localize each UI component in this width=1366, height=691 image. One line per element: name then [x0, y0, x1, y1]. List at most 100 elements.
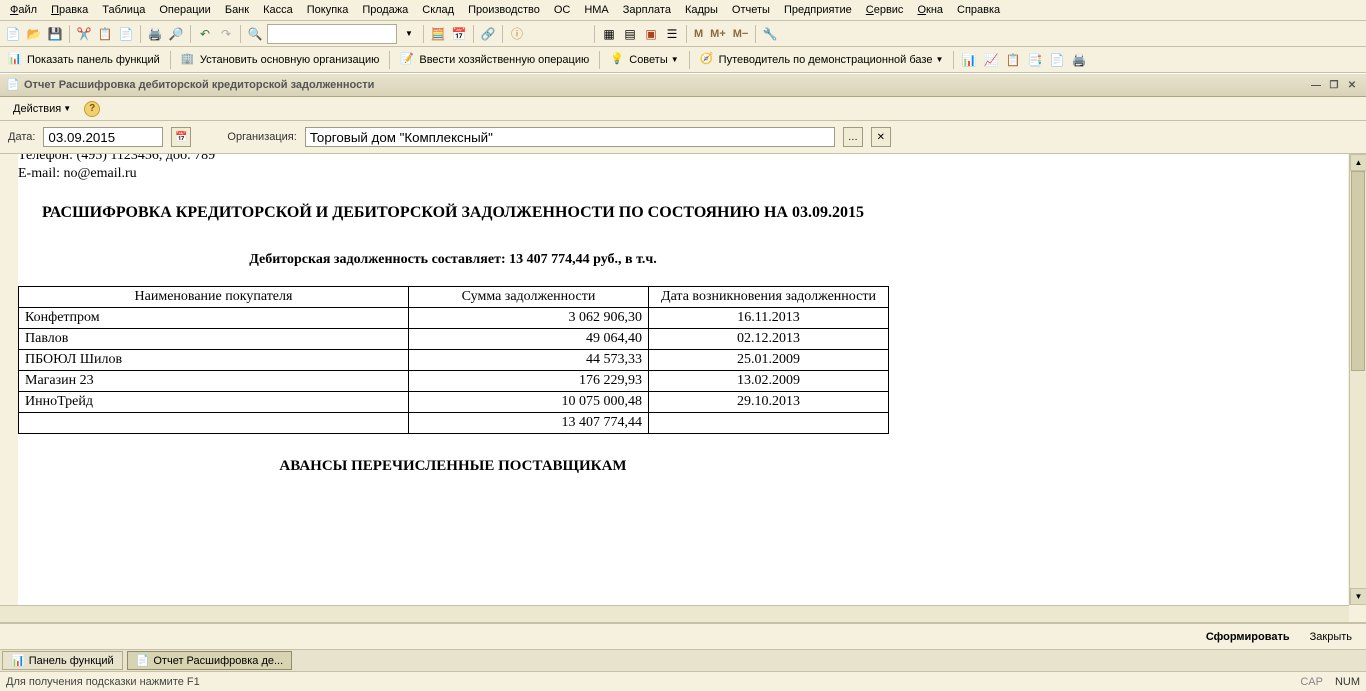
- cut-icon[interactable]: ✂️: [75, 25, 93, 43]
- total-label: [19, 413, 409, 434]
- cell-name: ИнноТрейд: [19, 392, 409, 413]
- link-icon[interactable]: 🔗: [479, 25, 497, 43]
- menu-salary[interactable]: Зарплата: [617, 2, 677, 18]
- help-icon[interactable]: ?: [84, 101, 100, 117]
- preview-icon[interactable]: 🔎: [167, 25, 185, 43]
- cell-date: 02.12.2013: [649, 329, 889, 350]
- m-minus-btn[interactable]: M−: [731, 28, 751, 40]
- menu-help[interactable]: Справка: [951, 2, 1006, 18]
- menu-purchase[interactable]: Покупка: [301, 2, 355, 18]
- menu-reports[interactable]: Отчеты: [726, 2, 776, 18]
- print-icon[interactable]: 🖨️: [146, 25, 164, 43]
- menu-enterprise[interactable]: Предприятие: [778, 2, 858, 18]
- status-num: NUM: [1335, 676, 1360, 688]
- table-row: Конфетпром3 062 906,3016.11.2013: [19, 308, 889, 329]
- cell-sum: 44 573,33: [409, 350, 649, 371]
- menu-edit[interactable]: Правка: [45, 2, 94, 18]
- m-plus-btn[interactable]: M+: [708, 28, 728, 40]
- cell-name: Павлов: [19, 329, 409, 350]
- tips-button[interactable]: 💡 Советы ▼: [606, 50, 682, 70]
- guide-button[interactable]: 🧭 Путеводитель по демонстрационной базе …: [696, 50, 948, 70]
- horizontal-scrollbar[interactable]: [0, 605, 1349, 622]
- total-sum: 13 407 774,44: [409, 413, 649, 434]
- new-doc-icon[interactable]: 📄: [4, 25, 22, 43]
- menu-file[interactable]: Файл: [4, 2, 43, 18]
- grid-icon[interactable]: ▦: [600, 25, 618, 43]
- set-org-button[interactable]: 🏢 Установить основную организацию: [177, 50, 384, 70]
- undo-icon[interactable]: ↶: [196, 25, 214, 43]
- scroll-down-icon[interactable]: ▼: [1350, 588, 1366, 605]
- close-button[interactable]: Закрыть: [1304, 629, 1358, 645]
- cells-icon[interactable]: ▤: [621, 25, 639, 43]
- task-report[interactable]: 📄 Отчет Расшифровка де...: [127, 651, 293, 670]
- menu-production[interactable]: Производство: [462, 2, 546, 18]
- scroll-up-icon[interactable]: ▲: [1350, 154, 1366, 171]
- menu-service[interactable]: Сервис: [860, 2, 910, 18]
- search-icon[interactable]: 🔍: [246, 25, 264, 43]
- menu-bank[interactable]: Банк: [219, 2, 255, 18]
- scroll-thumb[interactable]: [1351, 171, 1365, 371]
- copy-icon[interactable]: 📋: [96, 25, 114, 43]
- ext1-icon[interactable]: 📊: [960, 51, 978, 69]
- col-header-name: Наименование покупателя: [19, 287, 409, 308]
- paste-icon[interactable]: 📄: [117, 25, 135, 43]
- ext4-icon[interactable]: 📑: [1026, 51, 1044, 69]
- tips-icon: 💡: [610, 52, 626, 68]
- report-icon: 📄: [6, 78, 20, 92]
- org-picker-button[interactable]: …: [843, 127, 863, 147]
- op-icon: 📝: [400, 52, 416, 68]
- ext3-icon[interactable]: 📋: [1004, 51, 1022, 69]
- org-input[interactable]: [305, 127, 835, 147]
- calendar-icon[interactable]: 📅: [450, 25, 468, 43]
- toolbar-secondary: 📊 Показать панель функций 🏢 Установить о…: [0, 47, 1366, 73]
- close-window-button[interactable]: ✕: [1344, 77, 1360, 93]
- search-dropdown-icon[interactable]: ▼: [400, 25, 418, 43]
- search-input[interactable]: [267, 24, 397, 44]
- menu-nma[interactable]: НМА: [578, 2, 614, 18]
- menu-os[interactable]: ОС: [548, 2, 577, 18]
- minimize-button[interactable]: —: [1308, 77, 1324, 93]
- menu-table[interactable]: Таблица: [96, 2, 151, 18]
- params-bar: Дата: 📅 Организация: … ✕: [0, 121, 1366, 154]
- menu-operations[interactable]: Операции: [153, 2, 216, 18]
- org-clear-button[interactable]: ✕: [871, 127, 891, 147]
- cell-sum: 10 075 000,48: [409, 392, 649, 413]
- filter-icon[interactable]: ☰: [663, 25, 681, 43]
- menu-sale[interactable]: Продажа: [356, 2, 414, 18]
- ext5-icon[interactable]: 📄: [1048, 51, 1066, 69]
- menu-cash[interactable]: Касса: [257, 2, 299, 18]
- date-input[interactable]: [43, 127, 163, 147]
- m-btn[interactable]: M: [692, 28, 705, 40]
- ext6-icon[interactable]: 🖨️: [1070, 51, 1088, 69]
- show-panel-button[interactable]: 📊 Показать панель функций: [4, 50, 164, 70]
- enter-op-button[interactable]: 📝 Ввести хозяйственную операцию: [396, 50, 593, 70]
- actions-dropdown[interactable]: Действия▼: [6, 101, 78, 117]
- ext2-icon[interactable]: 📈: [982, 51, 1000, 69]
- statusbar: Для получения подсказки нажмите F1 CAP N…: [0, 671, 1366, 691]
- doc-section2: АВАНСЫ ПЕРЕЧИСЛЕННЫЕ ПОСТАВЩИКАМ: [18, 458, 888, 475]
- col-header-date: Дата возникновения задолженности: [649, 287, 889, 308]
- cell-date: 25.01.2009: [649, 350, 889, 371]
- menu-windows[interactable]: Окна: [911, 2, 949, 18]
- table-row: ИнноТрейд10 075 000,4829.10.2013: [19, 392, 889, 413]
- vertical-scrollbar[interactable]: ▲ ▼: [1349, 154, 1366, 605]
- tool-icon[interactable]: 🔧: [761, 25, 779, 43]
- open-icon[interactable]: 📂: [25, 25, 43, 43]
- taskbar: 📊 Панель функций 📄 Отчет Расшифровка де.…: [0, 649, 1366, 671]
- redo-icon[interactable]: ↷: [217, 25, 235, 43]
- date-picker-button[interactable]: 📅: [171, 127, 191, 147]
- table-row: ПБОЮЛ Шилов44 573,3325.01.2009: [19, 350, 889, 371]
- report-title: Отчет Расшифровка дебиторской кредиторск…: [24, 79, 374, 91]
- cell-date: 16.11.2013: [649, 308, 889, 329]
- info-icon[interactable]: ⓘ: [508, 25, 526, 43]
- calc-icon[interactable]: 🧮: [429, 25, 447, 43]
- task-panel[interactable]: 📊 Панель функций: [2, 651, 123, 670]
- menu-warehouse[interactable]: Склад: [416, 2, 460, 18]
- form-button[interactable]: Сформировать: [1200, 629, 1296, 645]
- merge-icon[interactable]: ▣: [642, 25, 660, 43]
- menu-hr[interactable]: Кадры: [679, 2, 724, 18]
- maximize-button[interactable]: ❐: [1326, 77, 1342, 93]
- save-icon[interactable]: 💾: [46, 25, 64, 43]
- org-label: Организация:: [227, 131, 296, 143]
- report-body: Телефон: (495) 1123456, доб. 789 E-mail:…: [0, 154, 1366, 623]
